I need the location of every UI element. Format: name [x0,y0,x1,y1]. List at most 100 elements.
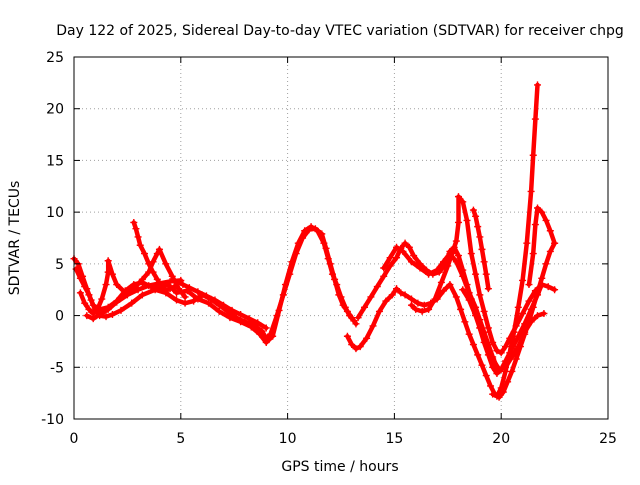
data-point [493,369,501,377]
data-point [81,283,89,291]
data-point [474,223,482,231]
data-point [531,115,539,123]
data-point [202,292,210,300]
data-point [113,298,121,306]
data-point [459,286,467,294]
data-point [113,281,121,289]
data-point [93,305,101,313]
series-sat-i [407,193,559,357]
data-point [452,293,460,301]
data-point [145,260,153,268]
data-point [181,293,189,301]
data-point [454,218,462,226]
data-point [352,345,360,353]
data-point [493,347,501,355]
data-point [493,392,501,400]
data-point [478,361,486,369]
data-point [341,303,349,311]
data-point [410,252,418,260]
data-point [256,330,264,338]
data-point [375,307,383,315]
x-tick-label: 0 [70,431,79,447]
data-point [380,272,388,280]
data-point [454,252,462,260]
data-point [489,338,497,346]
y-tick-label: 5 [55,257,64,273]
data-point [343,332,351,340]
data-point [495,365,503,373]
data-point [382,297,390,305]
data-point [414,299,422,307]
data-point [416,264,424,272]
data-point [521,328,529,336]
data-point [393,254,401,262]
data-point [324,255,332,263]
data-point [440,258,448,266]
data-point [85,305,93,313]
data-point [369,322,377,330]
data-point [367,293,375,301]
data-point [401,239,409,247]
plot-frame [73,56,609,420]
data-point [425,270,433,278]
data-point [482,341,490,349]
data-point [275,306,283,314]
data-point [354,314,362,322]
series-track [460,287,547,372]
data-point [542,216,550,224]
data-point [138,291,146,299]
data-point [333,281,341,289]
x-tick-label: 10 [279,431,297,447]
data-point [521,320,529,328]
data-point [472,312,480,320]
data-point [534,312,542,320]
data-point [504,378,512,386]
data-point [506,349,514,357]
data-point [514,303,522,311]
data-point [508,367,516,375]
data-point [540,310,548,318]
series-track [409,194,557,356]
data-point [478,245,486,253]
data-point [194,288,202,296]
data-point [538,281,546,289]
data-point [472,270,480,278]
data-point [89,315,97,323]
y-axis-label: SDTVAR / TECUs [7,181,23,296]
data-point [487,382,495,390]
data-point [360,303,368,311]
data-point [226,314,234,322]
y-tick-label: 10 [46,205,64,221]
data-point [527,305,535,313]
y-tick-label: 20 [46,102,64,118]
data-point [544,283,552,291]
data-point [401,291,409,299]
data-point [346,312,354,320]
data-point [194,295,202,303]
data-point [418,307,426,315]
data-point [388,291,396,299]
data-point [444,262,452,270]
data-point [510,328,518,336]
data-point [459,272,467,280]
data-point [476,233,484,241]
series-sat-e [83,276,185,323]
data-point [228,306,236,314]
data-point [281,281,289,289]
data-point [138,275,146,283]
data-point [102,313,110,321]
data-point [386,262,394,270]
data-point [96,311,104,319]
data-point [399,247,407,255]
data-point [437,278,445,286]
data-point [551,239,559,247]
data-point [519,276,527,284]
data-point [132,225,140,233]
data-point [457,305,465,313]
data-point [162,260,170,268]
data-point [356,343,364,351]
data-point [145,282,153,290]
data-point [386,254,394,262]
data-point [177,276,185,284]
